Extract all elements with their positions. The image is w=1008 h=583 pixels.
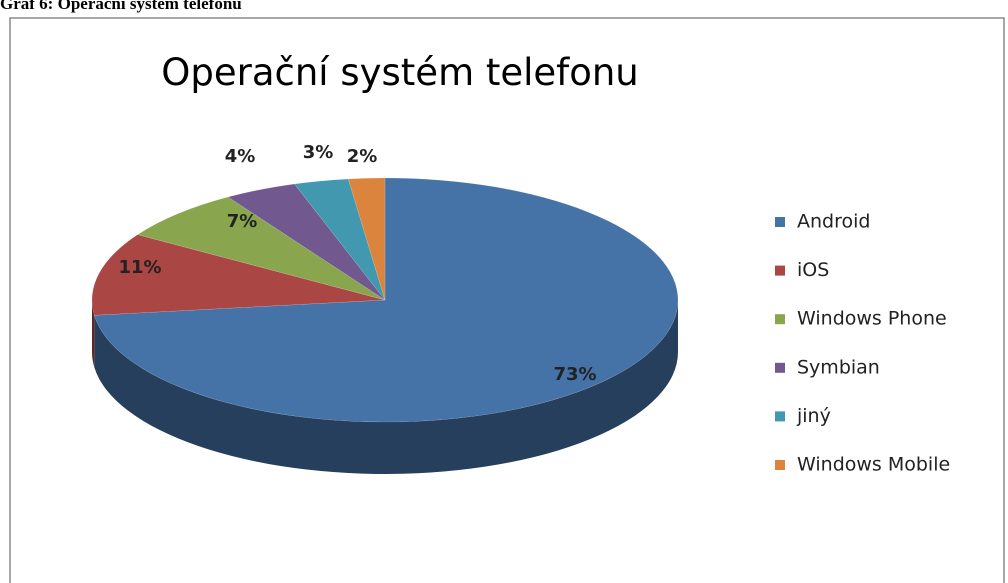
slice — [293, 178, 386, 301]
slice-side — [92, 300, 95, 368]
legend-label: Symbian — [797, 356, 880, 378]
data-label: 2% — [347, 146, 378, 167]
legend-label: jiný — [796, 405, 831, 427]
legend-swatch — [775, 314, 785, 325]
legend-swatch — [775, 460, 785, 470]
data-label: 7% — [227, 211, 258, 232]
slice — [227, 183, 386, 301]
legend-label: Windows Phone — [797, 308, 947, 330]
legend-swatch — [775, 217, 785, 227]
chart-title: Operační systém telefonu — [161, 51, 639, 94]
data-label: 73% — [553, 364, 596, 385]
legend-label: Android — [797, 211, 870, 233]
slice — [137, 196, 386, 301]
slice — [347, 177, 386, 301]
legend-label: Windows Mobile — [797, 454, 950, 476]
slice-side — [94, 300, 678, 475]
legend-label: iOS — [797, 259, 829, 281]
data-label: 11% — [118, 257, 161, 278]
legend-swatch — [775, 362, 785, 373]
legend-swatch — [775, 265, 785, 276]
slice — [91, 234, 386, 316]
caption: Graf 6: Operační systém telefonu — [0, 0, 242, 13]
data-label: 4% — [225, 146, 256, 167]
legend-swatch — [775, 411, 785, 422]
slice — [93, 177, 679, 423]
data-label: 3% — [303, 142, 334, 163]
